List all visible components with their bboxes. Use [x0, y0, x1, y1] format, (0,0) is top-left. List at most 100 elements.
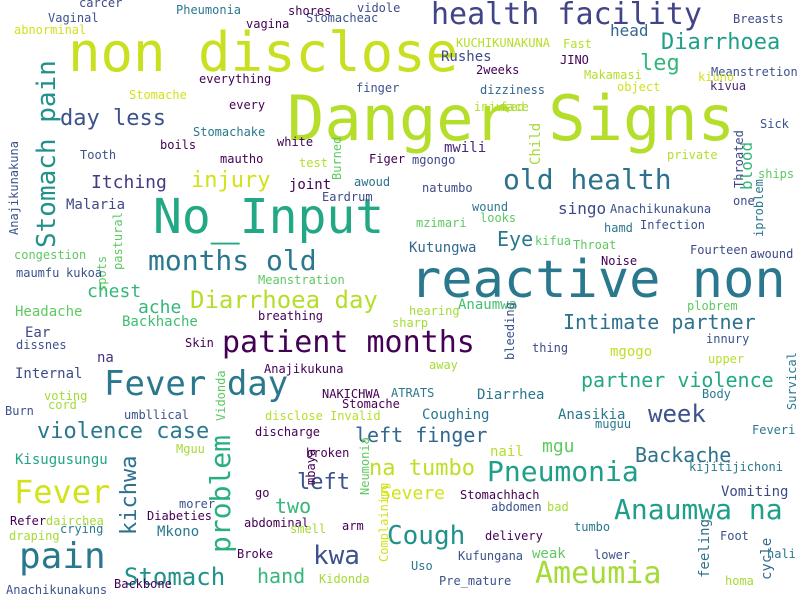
word-go: go: [255, 486, 270, 500]
word-iproblem: iproblem: [752, 179, 766, 237]
word-eye: Eye: [497, 227, 534, 251]
word-noise: Noise: [601, 254, 638, 268]
word-anaumwa: Anaumwa: [458, 297, 518, 313]
word-hand: hand: [257, 564, 306, 588]
word-partner-violence: partner violence: [581, 368, 774, 392]
word-dairchea: dairchea: [46, 514, 104, 528]
word-old-health: old health: [503, 163, 672, 196]
word-abdomen: abdomen: [491, 500, 542, 514]
word-backhache: Backhache: [122, 314, 198, 330]
word-diarrhea: Diarrhea: [477, 387, 545, 403]
word-mgongo: mgongo: [412, 153, 456, 167]
word-mbaya: mbaya: [304, 448, 318, 485]
word-throat: Throat: [573, 238, 617, 252]
word-stomachhach: Stomachhach: [460, 488, 540, 502]
word-fever: Fever: [14, 473, 111, 511]
word-diabeties: Diabeties: [147, 509, 213, 523]
word-reactive-non: reactive non: [410, 250, 786, 310]
word-mgogo: mgogo: [610, 344, 653, 360]
word-wound: wound: [472, 200, 509, 214]
word-foot: Foot: [720, 529, 749, 543]
word-pre-mature: Pre_mature: [439, 574, 512, 588]
word-left: left: [297, 470, 350, 495]
word-morer: morer: [179, 497, 216, 511]
word-stomache: Stomache: [129, 88, 187, 102]
word-kisugusungu: Kisugusungu: [15, 452, 108, 468]
word-vaginal: Vaginal: [48, 11, 99, 25]
word-lower: lower: [594, 548, 631, 562]
word-homa: homa: [725, 574, 754, 588]
word-burned: Burned: [330, 136, 344, 180]
word-draping: draping: [9, 529, 60, 543]
word-carcer: carcer: [79, 0, 123, 10]
word-shores: shores: [288, 4, 332, 18]
word-non-disclose: non disclose: [68, 21, 459, 84]
word-intimate-partner: Intimate partner: [563, 310, 756, 334]
word-figer: Figer: [369, 152, 406, 166]
word-kifua: kifua: [535, 234, 572, 248]
word-anajikunakuna: Anajikunakuna: [7, 141, 21, 235]
word-finger: finger: [356, 81, 400, 95]
word-day-less: day less: [60, 106, 166, 131]
word-everything: everything: [199, 72, 272, 86]
word-backache: Backache: [635, 443, 732, 467]
word-mkono: Mkono: [157, 524, 200, 540]
word-face: face: [500, 100, 529, 114]
word-injury: injury: [191, 168, 271, 193]
word-discharge: discharge: [255, 425, 321, 439]
word-ache: ache: [138, 297, 182, 318]
word-malaria: Malaria: [66, 197, 126, 213]
word-tooth: Tooth: [80, 148, 117, 162]
word-smell: smell: [290, 522, 327, 536]
word-kivua: kivua: [710, 79, 747, 93]
word-anasikia: Anasikia: [558, 407, 626, 423]
word-anachikunakuna: Anachikunakuna: [610, 202, 712, 216]
word-broke: Broke: [237, 547, 274, 561]
word-mzimari: mzimari: [416, 216, 467, 230]
word-survical: Survical: [785, 352, 799, 410]
word-headache: Headache: [15, 304, 83, 320]
word-kutungwa: Kutungwa: [409, 240, 477, 256]
word-singo: singo: [558, 199, 607, 218]
word-severe: Severe: [380, 483, 446, 504]
word-test: test: [299, 156, 328, 170]
word-broken: broken: [306, 446, 350, 460]
word-every: every: [229, 98, 266, 112]
word-throated: Throated: [732, 130, 746, 188]
word-infection: Infection: [640, 218, 706, 232]
word-abnorminal: abnorminal: [14, 23, 87, 37]
word-body: Body: [702, 387, 731, 401]
word-coughing: Coughing: [422, 407, 490, 423]
word-left-finger: left finger: [355, 423, 488, 447]
word-nakichwa: NAKICHWA: [322, 387, 380, 401]
word-one: one: [733, 194, 755, 208]
word-white: white: [277, 135, 314, 149]
word-months-old: months old: [148, 244, 317, 277]
word-anajikukuna: Anajikukuna: [264, 362, 344, 376]
word-rushes: Rushes: [441, 49, 492, 65]
word-pheumonia: Pheumonia: [176, 3, 242, 17]
word-mguu: Mguu: [176, 442, 205, 456]
word-weak: weak: [532, 546, 566, 562]
word-meanstretion: Meanstretion: [711, 65, 798, 79]
word-vagina: vagina: [246, 17, 290, 31]
word-na-tumbo: na tumbo: [369, 456, 475, 481]
word-nail: nail: [490, 444, 524, 460]
word-object: object: [617, 80, 661, 94]
word-burn: Burn: [5, 404, 34, 418]
word-anaumwa-na: Anaumwa na: [614, 493, 783, 526]
word-cord: cord: [48, 398, 77, 412]
word-head: head: [610, 21, 649, 40]
word-internal: Internal: [15, 366, 83, 382]
word-mautho: mautho: [220, 152, 264, 166]
word-breasts: Breasts: [733, 12, 784, 26]
word-kukoa: kukoa: [66, 266, 103, 280]
word-joint: joint: [289, 177, 332, 193]
word-abdominal: abdominal: [244, 516, 310, 530]
word-awound: awound: [750, 247, 794, 261]
word-ameumia: Ameumia: [535, 556, 662, 591]
word-stomache: Stomache: [342, 397, 400, 411]
word-thing: thing: [532, 341, 569, 355]
word-itching: Itching: [91, 172, 167, 193]
